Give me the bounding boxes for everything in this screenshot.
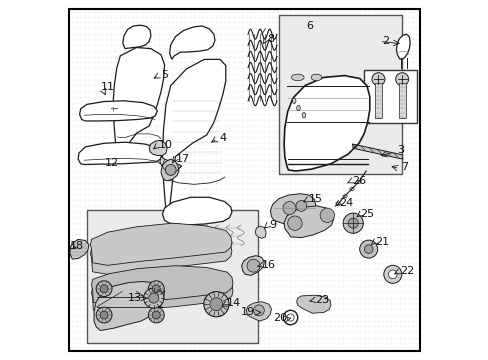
Polygon shape — [113, 48, 164, 158]
Polygon shape — [296, 295, 330, 313]
Polygon shape — [91, 266, 232, 305]
Circle shape — [364, 245, 372, 253]
Polygon shape — [161, 159, 179, 181]
Polygon shape — [352, 144, 402, 159]
Text: 22: 22 — [399, 266, 413, 276]
Polygon shape — [91, 274, 232, 312]
Polygon shape — [122, 25, 151, 49]
Text: 5: 5 — [161, 70, 168, 80]
Polygon shape — [149, 140, 167, 156]
Text: 23: 23 — [314, 294, 328, 305]
Ellipse shape — [296, 105, 300, 111]
Circle shape — [253, 305, 264, 316]
Text: 4: 4 — [219, 132, 226, 143]
Circle shape — [395, 73, 408, 86]
Text: 10: 10 — [159, 140, 172, 150]
Circle shape — [152, 285, 160, 293]
Circle shape — [148, 307, 164, 323]
Bar — [374, 83, 381, 118]
Circle shape — [347, 218, 358, 228]
Polygon shape — [78, 142, 162, 165]
Circle shape — [165, 165, 176, 175]
Circle shape — [287, 216, 302, 230]
Circle shape — [203, 292, 228, 317]
Text: 16: 16 — [261, 260, 275, 270]
Polygon shape — [396, 34, 409, 59]
Bar — [398, 83, 405, 118]
Circle shape — [387, 270, 396, 279]
Text: 13: 13 — [128, 293, 142, 303]
Text: 20: 20 — [272, 312, 286, 323]
Circle shape — [246, 259, 260, 272]
Text: 12: 12 — [104, 158, 119, 168]
Polygon shape — [241, 256, 264, 275]
Circle shape — [96, 307, 112, 323]
Text: 24: 24 — [338, 198, 352, 208]
Circle shape — [148, 281, 164, 297]
Polygon shape — [70, 239, 89, 259]
Polygon shape — [90, 223, 231, 265]
Ellipse shape — [292, 98, 295, 104]
Text: 25: 25 — [360, 209, 374, 219]
Polygon shape — [255, 226, 265, 238]
Polygon shape — [160, 157, 181, 170]
Circle shape — [283, 202, 295, 215]
Text: 19: 19 — [241, 307, 255, 318]
Ellipse shape — [291, 74, 304, 81]
Circle shape — [100, 285, 108, 293]
Polygon shape — [284, 206, 333, 238]
Text: 9: 9 — [268, 220, 276, 230]
Text: 6: 6 — [306, 21, 313, 31]
Text: 11: 11 — [101, 82, 114, 92]
Circle shape — [371, 73, 384, 86]
Text: 7: 7 — [400, 162, 407, 172]
Bar — [87, 210, 257, 343]
Text: 26: 26 — [351, 176, 365, 186]
Circle shape — [383, 265, 401, 283]
Text: 18: 18 — [70, 240, 84, 251]
Circle shape — [152, 311, 160, 319]
Text: 21: 21 — [374, 237, 388, 247]
Polygon shape — [284, 76, 369, 171]
Circle shape — [143, 288, 163, 308]
Polygon shape — [90, 232, 231, 274]
Polygon shape — [246, 302, 271, 321]
Circle shape — [359, 240, 377, 258]
Circle shape — [148, 293, 159, 303]
Text: 2: 2 — [381, 36, 388, 46]
Text: 17: 17 — [176, 154, 190, 164]
Text: 8: 8 — [266, 34, 273, 44]
Circle shape — [96, 281, 112, 297]
Polygon shape — [94, 282, 164, 330]
Text: 3: 3 — [397, 145, 404, 156]
Ellipse shape — [302, 112, 305, 118]
Circle shape — [295, 201, 306, 211]
Ellipse shape — [310, 74, 321, 81]
Circle shape — [320, 208, 334, 222]
Circle shape — [209, 298, 223, 311]
Polygon shape — [162, 59, 225, 220]
Polygon shape — [80, 101, 157, 121]
Polygon shape — [169, 26, 215, 59]
Circle shape — [100, 311, 108, 319]
Bar — [278, 15, 401, 174]
Polygon shape — [270, 194, 315, 224]
Text: 14: 14 — [227, 298, 241, 308]
Circle shape — [343, 213, 363, 233]
Bar — [363, 70, 416, 123]
Text: 15: 15 — [309, 194, 323, 204]
Polygon shape — [162, 197, 231, 225]
